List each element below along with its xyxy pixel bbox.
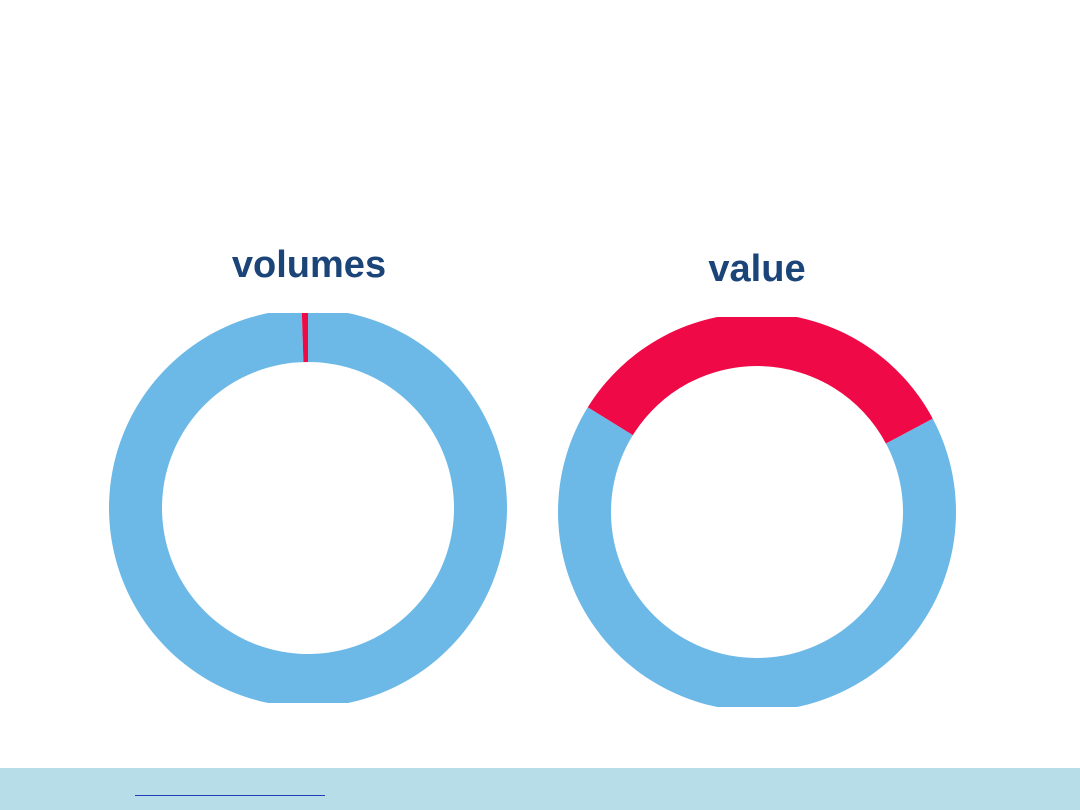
volumes-slice-2 [301, 313, 308, 363]
value-chart-title: value [708, 248, 806, 290]
footer-link[interactable] [135, 795, 325, 796]
volumes-slice-1 [109, 313, 507, 703]
volumes-chart-title: volumes [231, 244, 387, 286]
volumes-donut-chart [109, 313, 507, 703]
footer-bar [0, 768, 1080, 810]
value-slice-1 [558, 407, 956, 707]
value-donut-chart [558, 317, 956, 707]
value-slice-2 [587, 317, 933, 444]
